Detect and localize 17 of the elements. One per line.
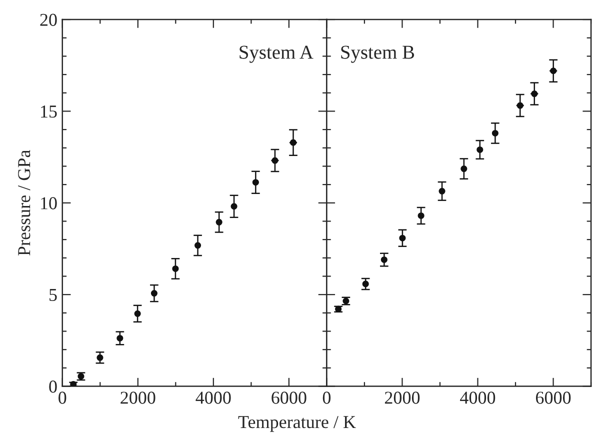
- x-tick-label: 0: [58, 392, 66, 404]
- x-tick-label: 6000: [272, 392, 306, 404]
- y-tick-label: 20: [40, 14, 57, 26]
- y-tick-label: 15: [41, 106, 57, 118]
- x-tick-label: 0: [322, 392, 331, 404]
- x-tick-label: 4000: [196, 392, 231, 404]
- x-tick-label: 2000: [120, 392, 156, 404]
- y-tick-label: 5: [50, 289, 57, 302]
- y-tick-label: 10: [41, 197, 57, 210]
- x-axis-title: Temperature / K: [238, 416, 356, 432]
- x-tick-label: 6000: [536, 392, 571, 404]
- x-tick-label: 4000: [460, 392, 496, 404]
- x-tick-label: 2000: [384, 392, 420, 404]
- text: System A: [240, 46, 314, 63]
- y-axis-title: Pressure / GPa: [18, 150, 30, 256]
- y-tick-label: 0: [49, 380, 57, 393]
- text: System B: [341, 46, 414, 63]
